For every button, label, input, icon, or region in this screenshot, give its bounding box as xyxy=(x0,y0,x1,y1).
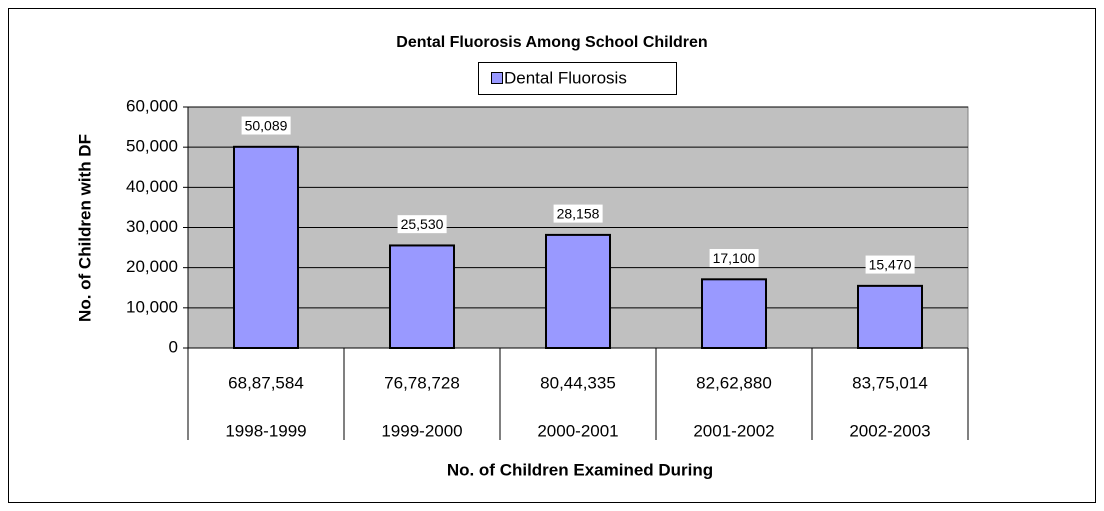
data-label-bg xyxy=(865,255,915,274)
y-tick-label: 0 xyxy=(169,337,178,356)
x-tick-label: 1999-2000 xyxy=(381,421,462,440)
legend-swatch xyxy=(491,72,503,84)
x-tick-label: 1998-1999 xyxy=(225,421,306,440)
x-tick-label: 2001-2002 xyxy=(693,421,774,440)
x-tick-label-examined: 76,78,728 xyxy=(384,373,460,392)
x-tick-label: 2002-2003 xyxy=(849,421,930,440)
y-tick-label: 30,000 xyxy=(126,217,178,236)
x-axis-label: No. of Children Examined During xyxy=(447,460,713,479)
x-tick-label-examined: 80,44,335 xyxy=(540,373,616,392)
data-label: 25,530 xyxy=(401,216,444,232)
bar xyxy=(545,233,611,349)
data-label: 28,158 xyxy=(557,206,600,222)
bar xyxy=(233,145,299,349)
data-label: 50,089 xyxy=(245,118,288,134)
data-label-bg xyxy=(553,204,603,223)
data-label: 15,470 xyxy=(869,257,912,273)
data-label-bg xyxy=(241,116,291,135)
y-tick-label: 10,000 xyxy=(126,297,178,316)
y-tick-label: 20,000 xyxy=(126,257,178,276)
bar xyxy=(701,278,767,349)
y-tick-label: 40,000 xyxy=(126,177,178,196)
bar xyxy=(857,284,923,349)
data-label-bg xyxy=(709,249,759,268)
y-tick-label: 60,000 xyxy=(126,96,178,115)
bar xyxy=(389,244,455,349)
y-tick-label: 50,000 xyxy=(126,137,178,156)
data-label-bg xyxy=(397,215,447,234)
data-label: 17,100 xyxy=(713,250,756,266)
x-tick-label-examined: 82,62,880 xyxy=(696,373,772,392)
x-tick-label-examined: 83,75,014 xyxy=(852,373,928,392)
legend-box xyxy=(478,62,677,95)
x-tick-label-examined: 68,87,584 xyxy=(228,373,304,392)
y-axis-label: No. of Children with DF xyxy=(75,134,94,322)
legend-label: Dental Fluorosis xyxy=(504,68,627,87)
x-tick-label: 2000-2001 xyxy=(537,421,618,440)
chart-title: Dental Fluorosis Among School Children xyxy=(396,34,707,51)
